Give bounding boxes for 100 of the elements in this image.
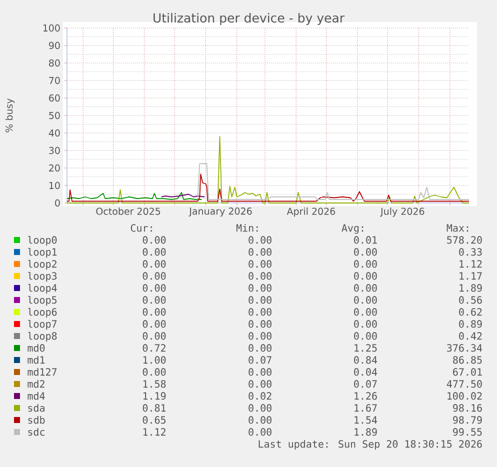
text: Min: — [236, 224, 258, 232]
text: 67.01 — [453, 368, 482, 376]
text: 0.81 — [142, 404, 166, 412]
text: 0.00 — [248, 320, 272, 328]
text: 1.12 — [143, 428, 166, 436]
text: 98.79 — [453, 416, 482, 424]
text: 1.19 — [143, 392, 166, 400]
text: 0.62 — [459, 308, 482, 316]
text: 0.00 — [142, 248, 166, 256]
legend-label: loop8 — [28, 332, 57, 342]
text: 0.00 — [142, 320, 166, 328]
legend-label: loop5 — [28, 296, 57, 306]
text: Avg: — [342, 224, 364, 234]
text: 0.65 — [142, 416, 166, 424]
text: 376.34 — [447, 344, 482, 352]
text: 0.02 — [248, 392, 272, 400]
text: 0.00 — [142, 284, 166, 292]
text: 0.89 — [459, 320, 482, 328]
text: 578.20 — [447, 236, 482, 244]
text: 0.00 — [248, 308, 272, 316]
text: 0.00 — [354, 284, 377, 292]
text: 0.00 — [248, 248, 272, 256]
text: 0.00 — [354, 248, 377, 256]
text: 0.07 — [248, 356, 272, 364]
legend-label: loop3 — [28, 272, 57, 282]
y-tick-label: 80 — [49, 59, 60, 67]
legend-label: md2 — [28, 380, 44, 388]
legend-label: sdb — [28, 416, 45, 424]
chart-title: Utilization per device - by year — [154, 12, 345, 26]
y-tick-label: 70 — [49, 76, 60, 84]
text: 1.25 — [354, 344, 377, 352]
legend-label: md1 — [28, 356, 45, 364]
x-tick-label: January 2026 — [188, 208, 252, 217]
legend-label: loop0 — [28, 236, 57, 246]
text: 1.26 — [354, 392, 377, 400]
text: 0.00 — [248, 416, 272, 424]
y-tick-label: 20 — [49, 164, 60, 172]
text: 0.00 — [142, 296, 166, 304]
text: 0.00 — [354, 260, 377, 268]
text: 0.00 — [248, 404, 272, 412]
text: 0.00 — [142, 236, 166, 244]
text: 0.00 — [142, 260, 166, 268]
text: 0.00 — [354, 320, 377, 328]
text: 0.00 — [248, 284, 272, 292]
legend-label: loop2 — [28, 260, 56, 270]
text: 86.85 — [453, 356, 482, 364]
y-tick-label: 90 — [48, 42, 60, 50]
y-tick-label: 40 — [48, 129, 60, 137]
text: 0.00 — [248, 296, 272, 304]
text: 0.00 — [248, 380, 272, 388]
legend-label: md4 — [28, 392, 45, 400]
text: 1.58 — [143, 380, 166, 388]
y-tick-label: 100 — [43, 24, 60, 32]
text: 98.16 — [453, 404, 482, 412]
text: 0.42 — [459, 332, 482, 340]
text: 0.01 — [354, 236, 377, 244]
text: Cur: — [130, 224, 152, 232]
y-tick-label: 10 — [49, 182, 60, 190]
text: 1.89 — [354, 428, 377, 436]
text: 99.55 — [453, 428, 482, 436]
y-tick-label: 50 — [49, 112, 60, 120]
line-series — [66, 192, 202, 200]
text: 1.54 — [354, 416, 378, 424]
text: 100.02 — [448, 392, 482, 400]
text: Last update: Sun Sep 20 18:30:15 2026 — [258, 440, 482, 450]
legend-label: sda — [28, 404, 44, 412]
text: 1.17 — [460, 272, 482, 280]
text: 0.72 — [142, 344, 166, 352]
legend-label: md0 — [28, 344, 45, 352]
text: 0.00 — [354, 308, 377, 316]
text: 1.00 — [143, 356, 166, 364]
text: 0.00 — [354, 296, 377, 304]
legend-label: md127 — [28, 368, 57, 376]
text: 0.00 — [142, 272, 166, 280]
x-tick-label: April 2026 — [286, 208, 336, 217]
y-tick-label: 0 — [55, 199, 60, 207]
x-tick-label: July 2026 — [380, 208, 424, 217]
legend-label: loop1 — [28, 248, 57, 258]
text: 0.00 — [248, 236, 272, 244]
text: 0.00 — [354, 272, 377, 280]
text: 0.00 — [142, 308, 166, 316]
text: 0.00 — [248, 344, 272, 352]
text: 0.00 — [248, 332, 272, 340]
text: 0.56 — [459, 296, 482, 304]
text: 1.89 — [460, 284, 482, 292]
y-tick-label: 60 — [49, 94, 60, 102]
text: Max: — [446, 224, 468, 232]
y-axis-title: % busy — [5, 98, 15, 132]
text: 1.12 — [460, 260, 482, 268]
text: 0.00 — [142, 332, 166, 340]
legend-label: loop4 — [28, 284, 57, 294]
legend-label: loop6 — [28, 308, 57, 318]
text: 0.00 — [248, 428, 272, 436]
y-tick-label: 30 — [49, 146, 60, 154]
legend-label: sdc — [28, 428, 44, 436]
text: 0.00 — [142, 368, 166, 376]
text: 0.84 — [354, 356, 378, 364]
x-tick-label: October 2025 — [96, 208, 160, 215]
legend-label: loop7 — [28, 320, 57, 330]
text: 0.00 — [248, 368, 272, 376]
